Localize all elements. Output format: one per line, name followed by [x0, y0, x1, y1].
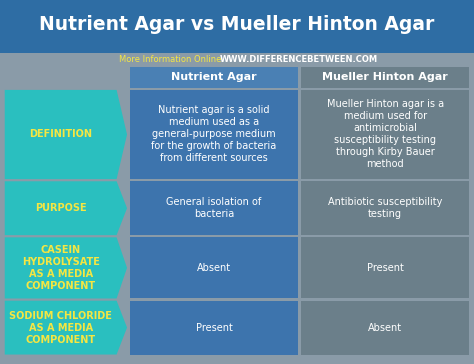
FancyBboxPatch shape [301, 181, 469, 235]
Text: PURPOSE: PURPOSE [35, 203, 86, 213]
Polygon shape [5, 90, 127, 179]
Text: Absent: Absent [197, 263, 231, 273]
Text: Nutrient Agar: Nutrient Agar [171, 72, 257, 82]
Text: Antibiotic susceptibility
testing: Antibiotic susceptibility testing [328, 197, 442, 219]
Text: General isolation of
bacteria: General isolation of bacteria [166, 197, 262, 219]
Text: WWW.DIFFERENCEBETWEEN.COM: WWW.DIFFERENCEBETWEEN.COM [219, 55, 378, 64]
Polygon shape [5, 237, 127, 298]
Polygon shape [5, 301, 127, 355]
Text: More Information Online: More Information Online [119, 55, 222, 64]
FancyBboxPatch shape [301, 237, 469, 298]
FancyBboxPatch shape [130, 67, 298, 88]
Text: Mueller Hinton agar is a
medium used for
antimicrobial
susceptibility testing
th: Mueller Hinton agar is a medium used for… [327, 99, 444, 170]
Text: Nutrient Agar vs Mueller Hinton Agar: Nutrient Agar vs Mueller Hinton Agar [39, 15, 435, 34]
Text: Absent: Absent [368, 323, 402, 333]
Text: CASEIN
HYDROLYSATE
AS A MEDIA
COMPONENT: CASEIN HYDROLYSATE AS A MEDIA COMPONENT [22, 245, 100, 291]
FancyBboxPatch shape [301, 90, 469, 179]
Text: Present: Present [367, 263, 403, 273]
FancyBboxPatch shape [130, 181, 298, 235]
FancyBboxPatch shape [301, 301, 469, 355]
FancyBboxPatch shape [130, 90, 298, 179]
Text: SODIUM CHLORIDE
AS A MEDIA
COMPONENT: SODIUM CHLORIDE AS A MEDIA COMPONENT [9, 310, 112, 345]
FancyBboxPatch shape [301, 67, 469, 88]
FancyBboxPatch shape [0, 0, 474, 53]
Text: Mueller Hinton Agar: Mueller Hinton Agar [322, 72, 448, 82]
FancyBboxPatch shape [130, 237, 298, 298]
Text: Nutrient agar is a solid
medium used as a
general-purpose medium
for the growth : Nutrient agar is a solid medium used as … [151, 106, 277, 163]
FancyBboxPatch shape [130, 301, 298, 355]
Text: Present: Present [196, 323, 232, 333]
Polygon shape [5, 181, 127, 235]
Text: DEFINITION: DEFINITION [29, 130, 92, 139]
